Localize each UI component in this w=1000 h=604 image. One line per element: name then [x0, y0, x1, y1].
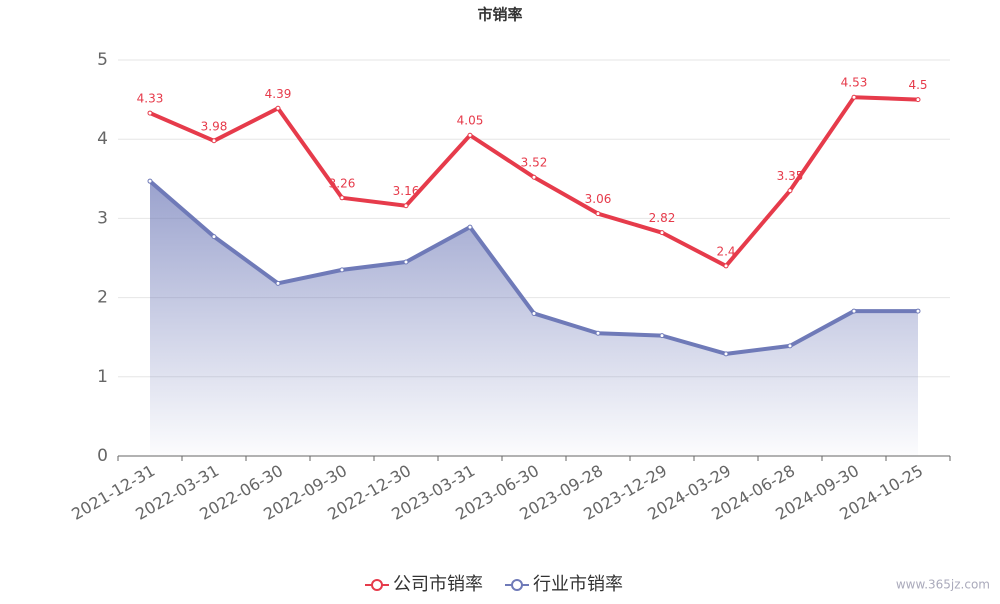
area: [150, 181, 918, 456]
point: [659, 333, 665, 339]
point: [595, 211, 601, 217]
data-label: 3.35: [777, 169, 804, 183]
point: [403, 259, 409, 265]
data-label: 4.33: [137, 92, 164, 106]
point: [403, 203, 409, 209]
legend-item: 行业市销率: [505, 574, 623, 595]
point: [531, 174, 537, 180]
point: [275, 280, 281, 286]
data-label: 3.52: [521, 156, 548, 170]
point: [723, 263, 729, 269]
watermark: www.365jz.com: [896, 578, 990, 592]
y-tick-label: 0: [97, 446, 108, 466]
data-label: 4.53: [841, 76, 868, 90]
y-tick-label: 3: [97, 208, 108, 228]
y-tick-label: 5: [97, 50, 108, 70]
y-tick-label: 2: [97, 288, 108, 308]
legend-label: 行业市销率: [533, 574, 623, 595]
data-label: 3.16: [393, 184, 420, 198]
point: [915, 308, 921, 314]
point: [659, 230, 665, 236]
point: [147, 110, 153, 116]
point: [467, 224, 473, 230]
point: [339, 195, 345, 201]
data-label: 2.82: [649, 211, 676, 225]
legend-marker: [511, 579, 523, 591]
data-label: 3.06: [585, 192, 612, 206]
point: [787, 343, 793, 349]
legend-item: 公司市销率: [365, 574, 483, 595]
data-label: 4.39: [265, 87, 292, 101]
point: [211, 138, 217, 144]
point: [339, 267, 345, 273]
point: [851, 308, 857, 314]
point: [467, 132, 473, 138]
point: [915, 97, 921, 103]
point: [723, 351, 729, 357]
legend-label: 公司市销率: [393, 574, 483, 595]
point: [147, 178, 153, 184]
data-label: 3.98: [201, 119, 228, 133]
point: [275, 105, 281, 111]
data-label: 2.4: [716, 244, 735, 258]
y-tick-label: 4: [97, 129, 108, 149]
point: [595, 330, 601, 336]
chart-title: 市销率: [477, 6, 522, 24]
point: [211, 234, 217, 240]
data-label: 4.5: [908, 78, 927, 92]
y-tick-label: 1: [97, 367, 108, 387]
point: [531, 310, 537, 316]
legend-marker: [371, 579, 383, 591]
point: [851, 94, 857, 100]
point: [787, 188, 793, 194]
data-label: 4.05: [457, 114, 484, 128]
data-label: 3.26: [329, 176, 356, 190]
